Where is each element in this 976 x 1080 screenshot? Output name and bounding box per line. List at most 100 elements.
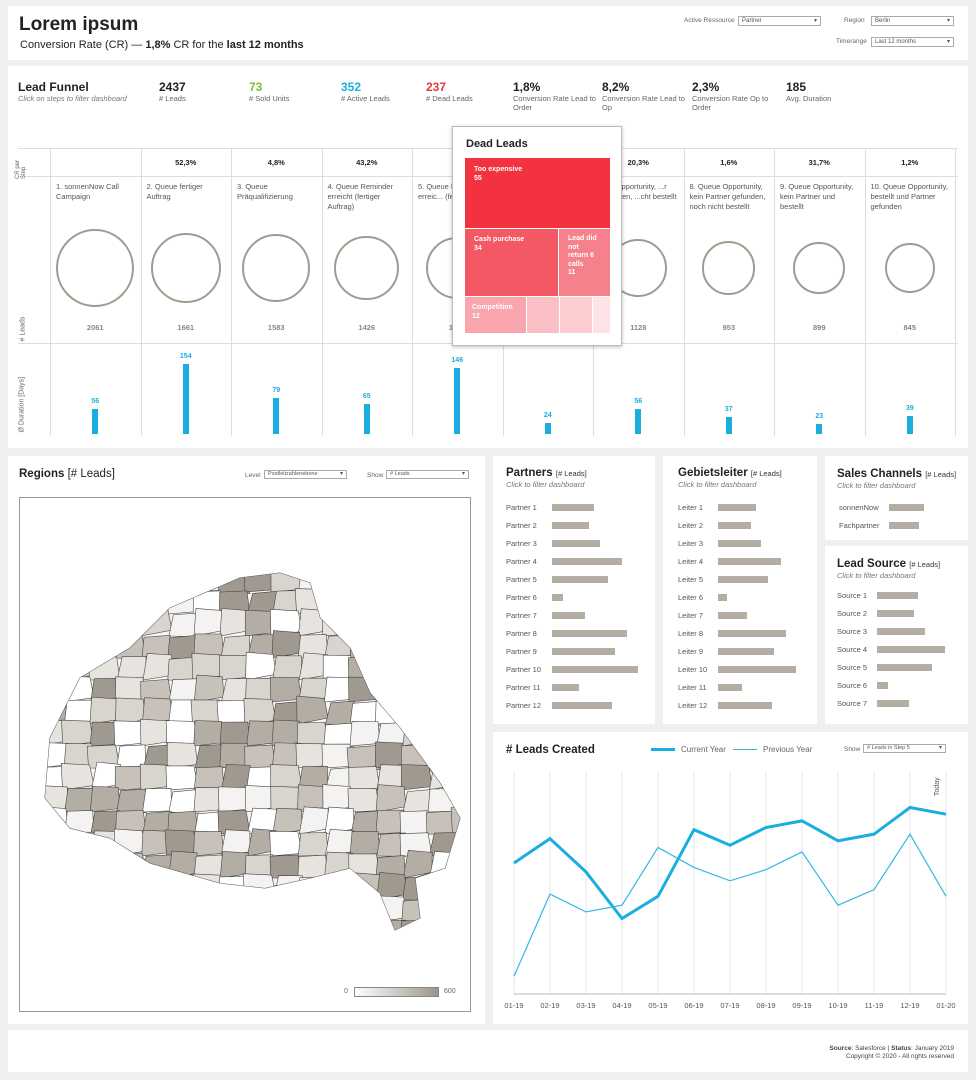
partners-bar[interactable]: [552, 648, 615, 655]
map-district[interactable]: [219, 721, 251, 747]
map-districts[interactable]: [36, 565, 470, 946]
data-point[interactable]: [728, 843, 732, 847]
partners-item-label[interactable]: Partner 5: [506, 575, 537, 584]
channels-bar[interactable]: [889, 522, 919, 529]
leaders-item-label[interactable]: Leiter 4: [678, 557, 704, 566]
map-district[interactable]: [297, 832, 329, 857]
leaders-item-label[interactable]: Leiter 6: [678, 593, 704, 602]
sources-item-label[interactable]: Source 4: [837, 645, 868, 654]
partners-item-label[interactable]: Partner 1: [506, 503, 537, 512]
map-district[interactable]: [347, 787, 381, 813]
map-district[interactable]: [142, 854, 173, 879]
sources-bar[interactable]: [877, 682, 888, 689]
map-district[interactable]: [89, 852, 121, 879]
map-district[interactable]: [272, 655, 303, 681]
sources-item-label[interactable]: Source 6: [837, 681, 868, 690]
partners-bar[interactable]: [552, 612, 585, 619]
map-district[interactable]: [142, 897, 173, 923]
map-district[interactable]: [402, 718, 433, 747]
leaders-bar[interactable]: [718, 558, 781, 565]
partners-item-label[interactable]: Partner 7: [506, 611, 537, 620]
map-district[interactable]: [325, 875, 355, 901]
map-district[interactable]: [454, 787, 470, 813]
sources-item-label[interactable]: Source 7: [837, 699, 868, 708]
map-district[interactable]: [244, 898, 277, 923]
map-district[interactable]: [350, 587, 381, 615]
leaders-bar[interactable]: [718, 540, 761, 547]
map-district[interactable]: [402, 876, 433, 901]
data-point[interactable]: [656, 845, 660, 849]
map-district[interactable]: [62, 612, 95, 637]
sources-bar[interactable]: [877, 592, 918, 599]
funnel-step-1[interactable]: 1. sonnenNow Call Campaign 2061 56: [50, 148, 141, 436]
map-district[interactable]: [427, 744, 459, 770]
map-district[interactable]: [373, 632, 407, 659]
map-district[interactable]: [193, 830, 225, 857]
data-point[interactable]: [944, 894, 948, 898]
partners-bar[interactable]: [552, 594, 563, 601]
regions-show-select[interactable]: # Leads ▾: [386, 470, 469, 479]
data-point[interactable]: [620, 903, 624, 907]
map-district[interactable]: [428, 631, 459, 659]
map-district[interactable]: [453, 586, 470, 615]
data-point[interactable]: [692, 865, 696, 869]
map-district[interactable]: [402, 789, 433, 814]
map-district[interactable]: [426, 898, 459, 923]
leaders-item-label[interactable]: Leiter 5: [678, 575, 704, 584]
map-district[interactable]: [90, 920, 121, 944]
map-district[interactable]: [453, 766, 470, 791]
map-district[interactable]: [61, 719, 95, 747]
leads-created-chart[interactable]: 01-19 02-19 03-19 04-19 05-19 06-19 07-19 08-19…: [493, 732, 968, 1024]
sources-bar[interactable]: [877, 664, 932, 671]
data-point[interactable]: [692, 828, 696, 832]
map-district[interactable]: [243, 917, 277, 944]
map-district[interactable]: [115, 873, 147, 901]
sources-item-label[interactable]: Source 2: [837, 609, 868, 618]
data-point[interactable]: [764, 826, 768, 830]
partners-item-label[interactable]: Partner 2: [506, 521, 537, 530]
map-district[interactable]: [116, 788, 147, 813]
map-district[interactable]: [428, 568, 459, 593]
map-district[interactable]: [452, 739, 470, 769]
map-district[interactable]: [193, 720, 225, 747]
data-point[interactable]: [836, 903, 840, 907]
map-district[interactable]: [349, 831, 381, 857]
map-district[interactable]: [63, 898, 95, 924]
partners-item-label[interactable]: Partner 9: [506, 647, 537, 656]
map-district[interactable]: [272, 807, 303, 835]
map-district[interactable]: [166, 569, 199, 593]
map-district[interactable]: [350, 896, 381, 923]
data-point[interactable]: [872, 888, 876, 892]
map-district[interactable]: [298, 566, 329, 593]
map-district[interactable]: [454, 700, 470, 725]
map-district[interactable]: [114, 894, 147, 923]
map-district[interactable]: [269, 854, 303, 879]
map-district[interactable]: [348, 766, 381, 791]
leaders-bar[interactable]: [718, 594, 727, 601]
map-district[interactable]: [346, 612, 381, 637]
partners-item-label[interactable]: Partner 8: [506, 629, 537, 638]
berlin-map[interactable]: [20, 498, 470, 1011]
partners-bar[interactable]: [552, 522, 589, 529]
map-district[interactable]: [142, 565, 173, 593]
map-district[interactable]: [427, 921, 459, 945]
funnel-step-9[interactable]: 31,7% 9. Queue Opportunity, kein Partner …: [774, 148, 865, 436]
treemap-cell-too-expensive[interactable]: Too expensive 55: [465, 158, 610, 228]
sources-item-label[interactable]: Source 3: [837, 627, 868, 636]
sources-item-label[interactable]: Source 5: [837, 663, 868, 672]
data-point[interactable]: [908, 832, 912, 836]
treemap-cell-other-3[interactable]: [593, 297, 610, 333]
partners-bar[interactable]: [552, 666, 638, 673]
map-district[interactable]: [427, 608, 459, 637]
map-district[interactable]: [401, 653, 433, 681]
map-district[interactable]: [428, 676, 459, 703]
funnel-step-2[interactable]: 52,3% 2. Queue fertiger Auftrag 1661 154: [141, 148, 232, 436]
map-district[interactable]: [400, 919, 433, 944]
map-district[interactable]: [38, 586, 69, 615]
leaders-item-label[interactable]: Leiter 10: [678, 665, 708, 674]
map-district[interactable]: [142, 653, 173, 681]
map-district[interactable]: [38, 874, 69, 901]
map-district[interactable]: [269, 831, 303, 857]
map-district[interactable]: [64, 872, 95, 901]
map-district[interactable]: [452, 674, 470, 703]
